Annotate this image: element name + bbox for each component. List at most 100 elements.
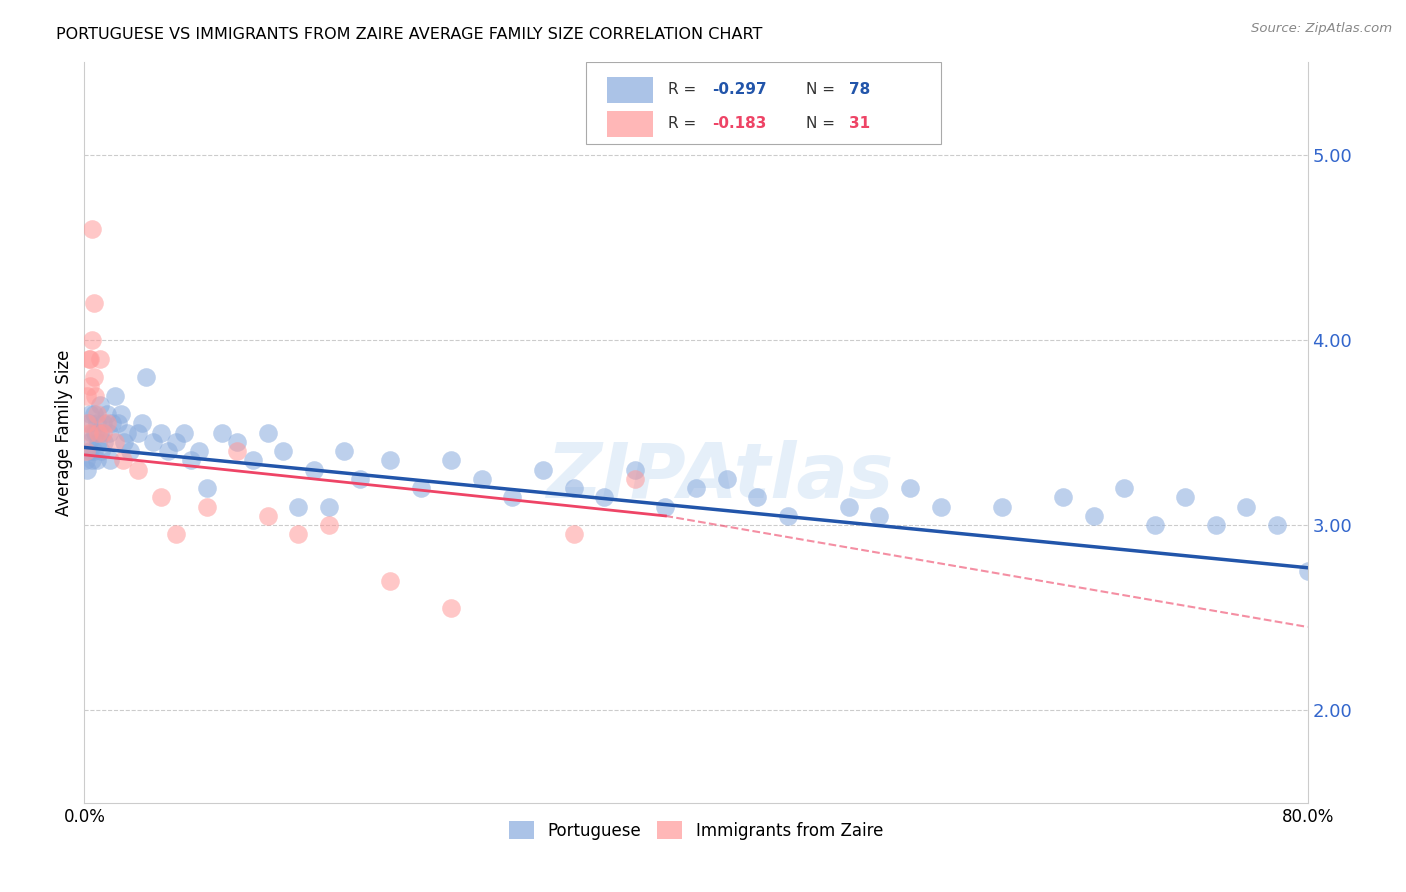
Point [302,462,325,476]
Point [211,425,233,440]
Point [86,407,108,421]
Point [869,508,891,523]
Point [80,333,103,347]
Point [1143,518,1166,533]
Point [242,453,264,467]
Text: N =: N = [806,82,839,97]
Point [107,417,129,431]
Point [333,444,356,458]
Point [98,453,121,467]
Point [149,491,172,505]
Point [380,574,402,588]
Point [127,462,149,476]
Point [87,434,110,449]
Point [83,444,105,458]
Text: 31: 31 [849,116,870,131]
Text: -0.297: -0.297 [711,82,766,97]
Point [84,388,107,402]
Point [318,518,340,533]
Point [1205,518,1227,533]
Point [89,398,111,412]
Point [409,481,432,495]
Point [83,296,105,310]
Bar [606,77,654,103]
Text: -0.183: -0.183 [711,116,766,131]
Text: ZIPAtlas: ZIPAtlas [547,440,894,514]
Point [257,425,280,440]
Point [195,500,218,514]
Point [747,491,769,505]
Point [654,500,676,514]
Point [531,462,554,476]
Point [929,500,952,514]
Point [79,379,101,393]
Point [1265,518,1288,533]
Point [287,500,309,514]
Point [195,481,218,495]
Point [131,417,153,431]
Point [1174,491,1197,505]
Legend: Portuguese, Immigrants from Zaire: Portuguese, Immigrants from Zaire [502,814,890,847]
Point [120,444,142,458]
Point [685,481,707,495]
Point [991,500,1014,514]
Point [562,527,585,541]
Point [76,388,98,402]
Point [77,417,100,431]
Point [83,370,105,384]
Point [84,425,107,440]
Point [89,425,111,440]
Point [91,425,114,440]
Point [776,508,799,523]
Point [79,444,101,458]
Point [77,425,100,440]
Point [115,425,138,440]
Point [173,425,195,440]
Point [1236,500,1258,514]
Point [80,453,103,467]
Bar [606,111,654,137]
Point [287,527,309,541]
Y-axis label: Average Family Size: Average Family Size [55,350,73,516]
Point [77,351,100,366]
Point [271,444,294,458]
Text: 78: 78 [849,82,870,97]
Point [76,462,98,476]
Text: Source: ZipAtlas.com: Source: ZipAtlas.com [1251,22,1392,36]
Point [180,453,202,467]
Point [87,425,110,440]
Point [380,453,402,467]
Point [149,425,172,440]
Point [502,491,524,505]
Point [75,444,97,458]
Point [96,407,118,421]
Point [89,351,111,366]
Point [624,472,647,486]
Point [91,417,114,431]
Point [624,462,647,476]
Point [257,508,280,523]
Point [226,444,249,458]
Point [101,417,124,431]
Text: PORTUGUESE VS IMMIGRANTS FROM ZAIRE AVERAGE FAMILY SIZE CORRELATION CHART: PORTUGUESE VS IMMIGRANTS FROM ZAIRE AVER… [56,27,762,42]
Point [77,434,100,449]
Text: R =: R = [668,82,702,97]
Point [135,370,157,384]
Point [110,407,132,421]
Point [142,434,165,449]
Point [97,425,120,440]
Point [1052,491,1074,505]
Point [593,491,616,505]
Point [79,407,101,421]
Point [111,453,134,467]
Point [1083,508,1105,523]
Text: N =: N = [806,116,839,131]
Point [318,500,340,514]
Point [86,453,108,467]
Point [75,453,97,467]
Point [83,407,105,421]
Point [349,472,371,486]
Point [1296,565,1319,579]
Point [93,434,115,449]
Point [562,481,585,495]
